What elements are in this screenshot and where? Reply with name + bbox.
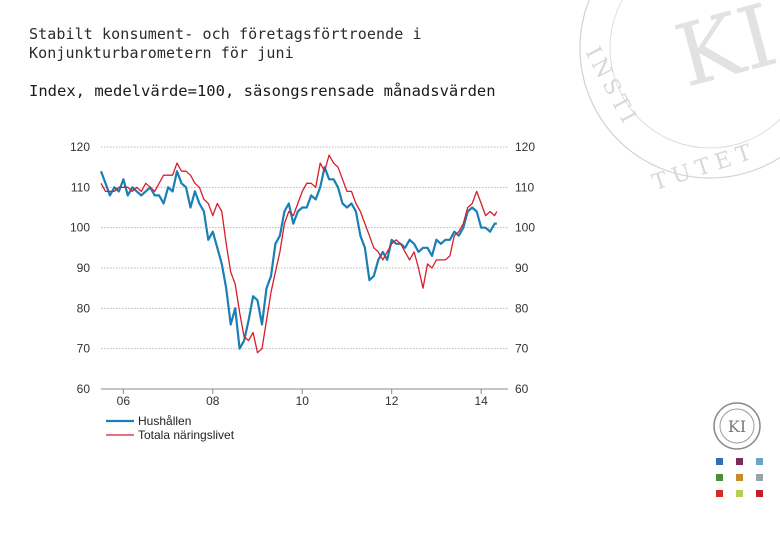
y-tick-label-right: 90 (515, 261, 529, 275)
chart-title: Stabilt konsument- och företagsförtroend… (29, 25, 549, 63)
y-tick-label-right: 110 (515, 180, 534, 194)
y-tick-label-left: 110 (71, 180, 90, 194)
x-tick-label: 12 (385, 394, 399, 408)
svg-text:INSTI: INSTI (580, 43, 643, 131)
color-square (756, 474, 763, 481)
y-tick-label-left: 100 (70, 221, 90, 235)
color-square (716, 458, 723, 465)
ki-logo-text: KI (728, 417, 746, 436)
y-tick-label-right: 120 (515, 140, 535, 154)
x-tick-label: 08 (206, 394, 220, 408)
y-tick-label-left: 90 (77, 261, 91, 275)
x-tick-label: 14 (474, 394, 488, 408)
color-square (736, 490, 743, 497)
color-square (756, 458, 763, 465)
color-square (736, 458, 743, 465)
y-tick-label-left: 70 (77, 342, 91, 356)
svg-text:TUTET: TUTET (649, 139, 760, 196)
y-tick-label-right: 80 (515, 301, 529, 315)
y-tick-label-right: 100 (515, 221, 535, 235)
ki-logo: KI (713, 402, 761, 450)
y-tick-label-right: 60 (515, 382, 529, 396)
institute-seal-watermark: KI INSTI TUTET (579, 0, 780, 196)
title-line-2: Konjunkturbarometern för juni (29, 44, 294, 62)
legend-label: Totala näringslivet (138, 428, 235, 442)
color-square (756, 490, 763, 497)
y-tick-label-right: 70 (515, 342, 529, 356)
color-square (736, 474, 743, 481)
series-line-households (99, 166, 497, 350)
x-tick-label: 06 (117, 394, 131, 408)
y-tick-label-left: 60 (77, 382, 91, 396)
seal-monogram: KI (666, 0, 780, 107)
line-chart: 60 60 70 70 80 80 90 90 100 100 110 110 120 120 06 08 10… (70, 140, 535, 442)
x-tick-label: 10 (296, 394, 310, 408)
y-tick-label-left: 80 (77, 301, 91, 315)
legend-label: Hushållen (138, 414, 191, 428)
y-tick-label-left: 120 (70, 140, 90, 154)
series-line-business (100, 154, 498, 354)
chart-subtitle: Index, medelvärde=100, säsongsrensade må… (29, 82, 496, 100)
title-line-1: Stabilt konsument- och företagsförtroend… (29, 25, 422, 43)
color-square (716, 490, 723, 497)
color-square (716, 474, 723, 481)
